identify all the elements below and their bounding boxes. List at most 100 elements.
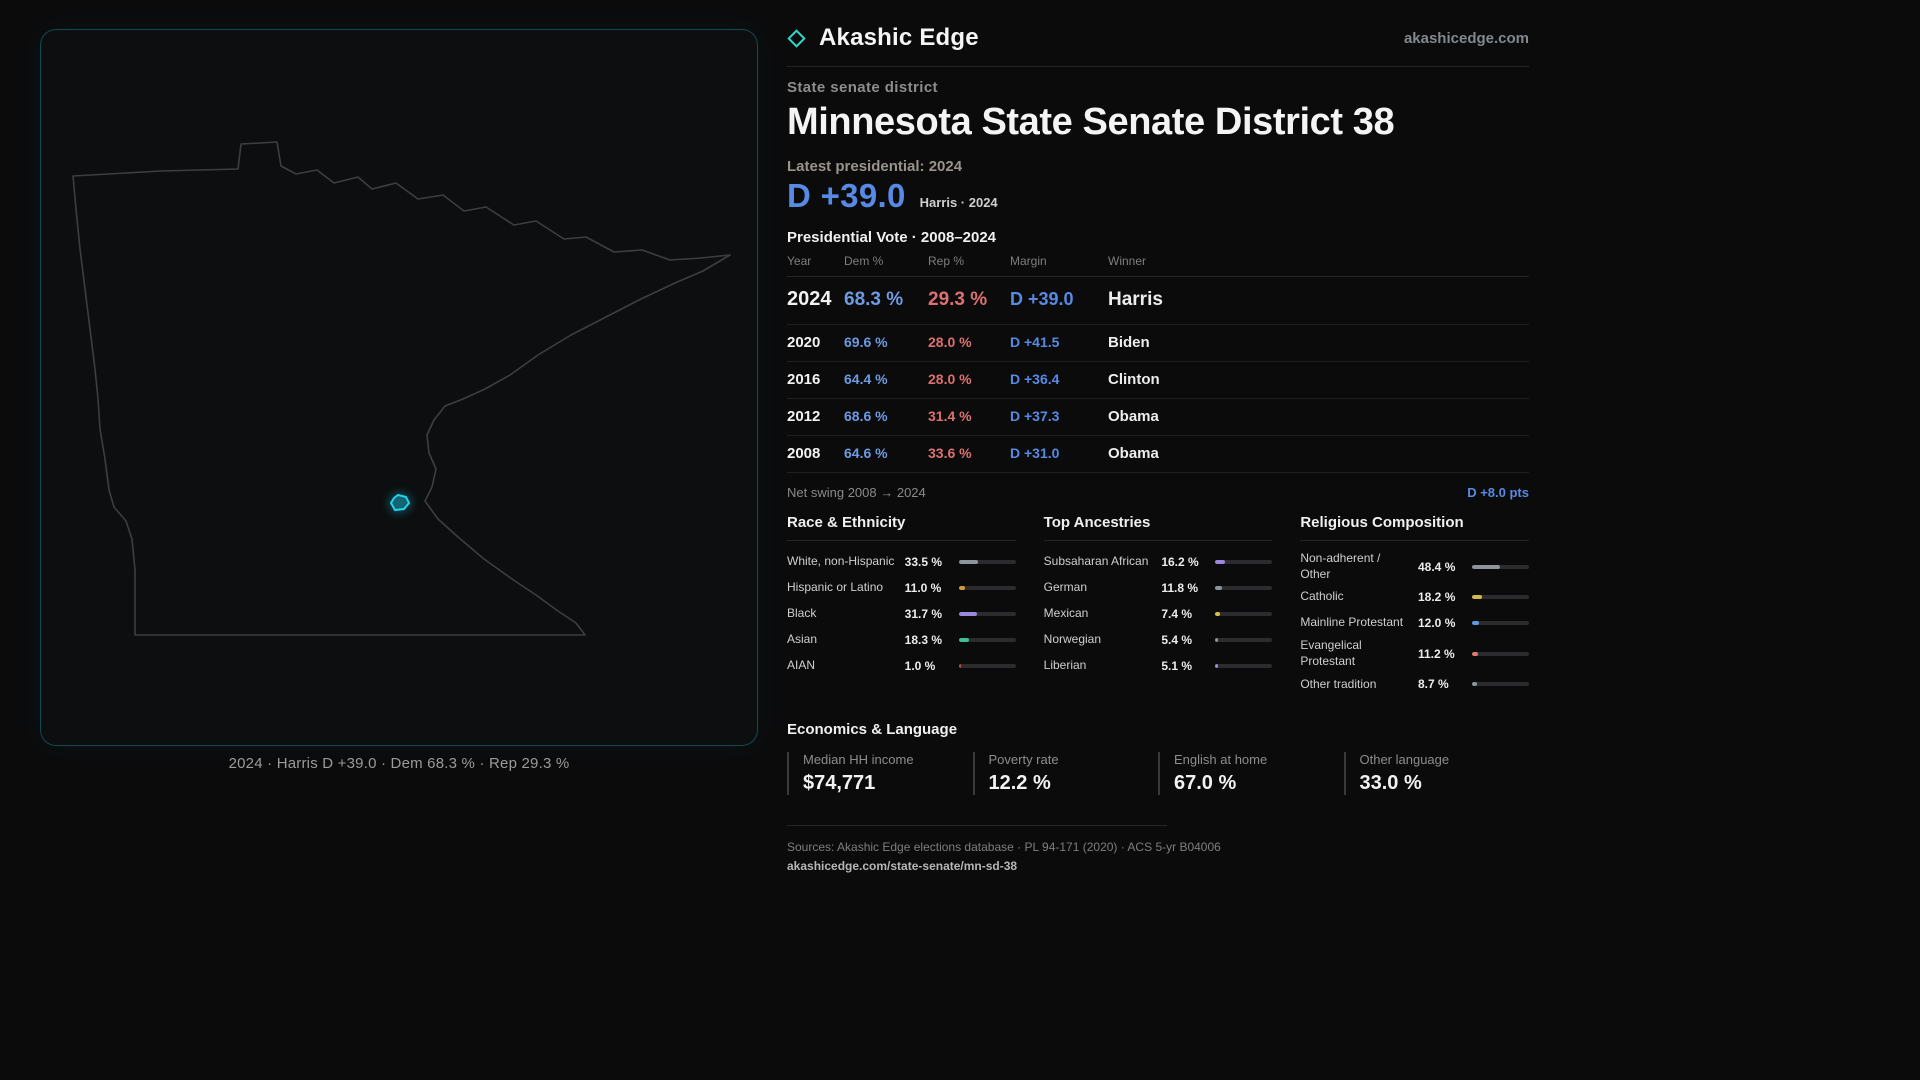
demo-item: Norwegian 5.4 % (1044, 629, 1273, 651)
demo-bar (958, 560, 1016, 564)
demo-item: Mexican 7.4 % (1044, 603, 1273, 625)
demo-value: 48.4 % (1418, 559, 1456, 574)
demo-label: AIAN (787, 658, 816, 673)
net-swing-label: Net swing 2008 → 2024 (787, 485, 926, 500)
stat-other-language: Other language 33.0 % (1343, 752, 1530, 796)
col-winner: Winner (1108, 254, 1147, 268)
demo-bar (1472, 595, 1529, 600)
demo-bar (1215, 586, 1273, 590)
latest-presidential-label: Latest presidential: 2024 (787, 158, 963, 175)
demo-item: Liberian 5.1 % (1044, 655, 1273, 677)
cell-winner: Biden (1108, 334, 1150, 351)
cell-rep: 33.6 % (928, 445, 972, 461)
vote-row-2024: 2024 68.3 % 29.3 % D +39.0 Harris (787, 277, 1529, 325)
demo-value: 31.7 % (904, 607, 943, 621)
section-title: Race & Ethnicity (787, 514, 1016, 541)
demo-value: 1.0 % (904, 659, 936, 673)
demo-item: Asian 18.3 % (787, 629, 1016, 651)
section-race-ethnicity: Race & Ethnicity White, non-Hispanic 33.… (787, 514, 1016, 699)
demo-value: 12.0 % (1418, 616, 1456, 631)
demo-bar (958, 612, 1016, 616)
demo-label: Catholic (1300, 589, 1344, 604)
demo-item: AIAN 1.0 % (787, 655, 1016, 677)
section-religious-composition: Religious Composition Non-adherent / Oth… (1300, 514, 1529, 699)
demo-label: Norwegian (1043, 632, 1102, 647)
demo-value: 7.4 % (1161, 607, 1193, 621)
cell-margin: D +31.0 (1010, 445, 1060, 461)
demo-item: Non-adherent / Other 48.4 % (1300, 551, 1529, 582)
net-swing-row: Net swing 2008 → 2024 D +8.0 pts (787, 485, 1529, 500)
demo-bar (958, 586, 1016, 590)
cell-margin: D +41.5 (1010, 334, 1060, 350)
cell-dem: 64.4 % (844, 371, 888, 387)
demo-value: 5.4 % (1161, 633, 1193, 647)
district-38-shape[interactable] (389, 493, 411, 512)
demo-value: 11.2 % (1418, 646, 1455, 661)
stat-label: Other language (1359, 752, 1450, 768)
cell-dem: 68.3 % (844, 289, 904, 310)
stat-value: 12.2 % (988, 772, 1051, 795)
site-link[interactable]: akashicedge.com (1403, 29, 1529, 47)
cell-winner: Clinton (1108, 371, 1160, 388)
demo-bar (1215, 638, 1273, 642)
sources-text: Sources: Akashic Edge elections database… (787, 840, 1221, 855)
demo-value: 11.8 % (1161, 581, 1199, 595)
demo-label: Subsaharan African (1043, 554, 1149, 569)
demo-item: Catholic 18.2 % (1300, 586, 1529, 608)
demographics-grid: Race & Ethnicity White, non-Hispanic 33.… (787, 514, 1529, 699)
net-swing-value: D +8.0 pts (1467, 485, 1529, 500)
vote-row-2020: 2020 69.6 % 28.0 % D +41.5 Biden (787, 325, 1529, 362)
demo-bar-fill (1472, 595, 1483, 600)
demo-bar-fill (1215, 612, 1220, 616)
cell-rep: 28.0 % (928, 334, 972, 350)
vote-table-title: Presidential Vote · 2008–2024 (787, 229, 997, 246)
demo-bar (958, 638, 1016, 642)
col-dem: Dem % (844, 254, 884, 268)
demo-bar-fill (958, 560, 978, 564)
cell-dem: 69.6 % (844, 334, 888, 350)
headline-detail: Harris · 2024 (919, 195, 998, 210)
demo-bar (1472, 651, 1529, 656)
demo-bar (1472, 564, 1529, 569)
demo-bar-fill (958, 586, 965, 590)
headline: D +39.0 Harris · 2024 (787, 177, 1529, 215)
section-title: Top Ancestries (1043, 514, 1273, 541)
stat-value: 33.0 % (1359, 772, 1422, 795)
district-report: Akashic Edge akashicedge.com State senat… (787, 22, 1529, 875)
vote-table: Year Dem % Rep % Margin Winner 2024 68.3… (787, 254, 1529, 473)
demo-value: 18.3 % (904, 633, 943, 647)
demo-label: Liberian (1043, 658, 1087, 673)
cell-year: 2016 (787, 371, 821, 388)
demo-bar (1472, 682, 1529, 687)
cell-rep: 29.3 % (928, 289, 988, 310)
cell-margin: D +39.0 (1010, 289, 1074, 309)
cell-dem: 64.6 % (844, 445, 888, 461)
demo-label: Mexican (1043, 606, 1089, 621)
demo-item: Evangelical Protestant 11.2 % (1300, 638, 1529, 669)
stat-label: Poverty rate (988, 752, 1059, 768)
district-map-panel (40, 29, 758, 746)
section-top-ancestries: Top Ancestries Subsaharan African 16.2 %… (1043, 514, 1273, 699)
permalink-link[interactable]: akashicedge.com/state-senate/mn-sd-38 (787, 859, 1018, 874)
cell-year: 2008 (787, 445, 821, 462)
cell-winner: Obama (1108, 445, 1159, 462)
vote-row-2012: 2012 68.6 % 31.4 % D +37.3 Obama (787, 399, 1529, 436)
stat-value: 67.0 % (1174, 772, 1237, 795)
economics-title: Economics & Language (787, 721, 958, 739)
demo-value: 8.7 % (1418, 677, 1449, 692)
cell-winner: Harris (1108, 289, 1163, 310)
stat-english-at-home: English at home 67.0 % (1158, 752, 1344, 796)
headline-margin: D +39.0 (787, 177, 906, 214)
col-year: Year (787, 254, 812, 268)
map-caption: 2024 · Harris D +39.0 · Dem 68.3 % · Rep… (228, 755, 570, 772)
demo-value: 33.5 % (904, 555, 943, 569)
demo-bar (1472, 621, 1529, 626)
cell-year: 2024 (787, 288, 832, 310)
demo-item: Black 31.7 % (787, 603, 1016, 625)
demo-item: Other tradition 8.7 % (1300, 673, 1529, 695)
footer-divider (787, 825, 1167, 827)
demo-bar-fill (1472, 651, 1479, 656)
demo-label: White, non-Hispanic (787, 554, 895, 569)
col-rep: Rep % (928, 254, 965, 268)
demo-item: Hispanic or Latino 11.0 % (787, 577, 1016, 599)
